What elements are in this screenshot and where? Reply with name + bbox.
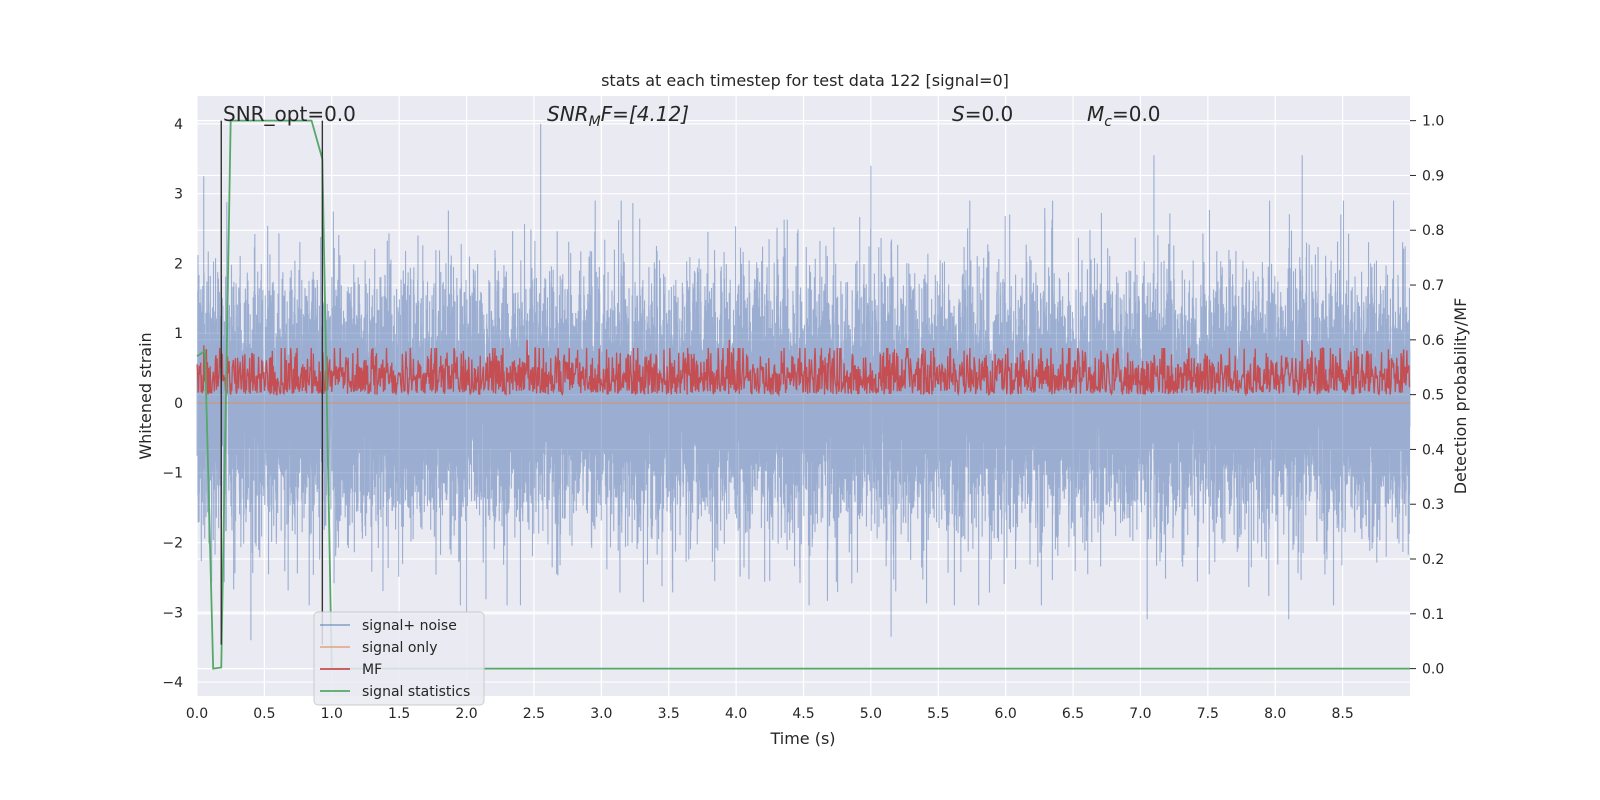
mc-sub: c [1104,114,1112,130]
y-right-tick-label: 0.0 [1422,662,1444,678]
y-left-tick-label: −3 [162,605,183,621]
legend-label-signal-statistics: signal statistics [362,684,470,700]
s-base: S [952,102,965,126]
vertical-markers [220,120,324,645]
legend-label-signal-noise: signal+ noise [362,618,457,634]
x-tick-label: 3.5 [658,706,680,722]
chart-title: stats at each timestep for test data 122… [601,71,1009,90]
x-tick-label: 7.5 [1197,706,1219,722]
mc-annotation: Mc=0.0 [1087,102,1161,130]
x-tick-label: 0.0 [186,706,208,722]
y-left-tick-label: 3 [174,187,183,203]
x-tick-label: 4.5 [792,706,814,722]
x-tick-label: 5.5 [927,706,949,722]
x-tick-label: 3.0 [590,706,612,722]
y-right-tick-label: 0.1 [1422,607,1444,623]
legend: signal+ noise signal only MF signal stat… [313,611,485,706]
snr-mf-rest: F=[4.12] [601,102,689,126]
y-right-tick-label: 0.8 [1422,223,1444,239]
y-right-tick-label: 0.3 [1422,497,1444,513]
y-left-axis-label: Whitened strain [136,332,155,459]
s-rest: =0.0 [965,102,1014,126]
series-mf-line [196,339,1411,397]
snr-opt-annotation: SNR_opt=0.0 [223,102,356,126]
s-annotation: S=0.0 [952,102,1013,126]
x-tick-label: 2.5 [523,706,545,722]
x-tick-label: 8.0 [1264,706,1286,722]
y-left-tick-label: −1 [162,466,183,482]
mc-rest: =0.0 [1112,102,1161,126]
y-left-tick-label: 4 [174,117,183,133]
series-signal-noise-line [196,123,1411,641]
y-left-tick-label: 0 [174,396,183,412]
x-tick-label: 8.5 [1331,706,1353,722]
x-axis-label: Time (s) [769,729,835,748]
x-tick-label: 2.0 [455,706,477,722]
snr-mf-base: SNR [547,102,589,126]
legend-label-mf: MF [362,662,382,678]
snr-mf-sub: M [589,114,601,130]
x-tick-label: 1.5 [388,706,410,722]
x-axis-ticks: 0.0 0.5 1.0 1.5 2.0 2.5 3.0 3.5 4.0 4.5 5.0 5.5 6.0 6… [186,706,1354,722]
snr-mf-annotation: SNRMF=[4.12] [547,102,689,130]
y-left-axis-ticks: 4 3 2 1 0 −1 −2 −3 −4 [162,117,183,691]
y-left-tick-label: 1 [174,326,183,342]
legend-label-signal-only: signal only [362,640,437,656]
x-tick-label: 5.0 [860,706,882,722]
y-left-tick-label: −4 [162,675,183,691]
x-tick-label: 6.0 [995,706,1017,722]
y-left-tick-label: −2 [162,536,183,552]
y-right-tick-label: 0.5 [1422,388,1444,404]
y-right-axis-ticks: 1.0 0.9 0.8 0.7 0.6 0.5 0.4 0.3 0.2 0.1 0.0 [1410,114,1444,678]
y-right-tick-label: 0.6 [1422,333,1444,349]
y-right-tick-label: 0.7 [1422,278,1444,294]
mc-base: M [1087,102,1104,126]
y-right-tick-label: 0.2 [1422,552,1444,568]
x-tick-label: 7.0 [1129,706,1151,722]
x-tick-label: 6.5 [1062,706,1084,722]
legend-box [313,611,485,706]
y-right-tick-label: 0.9 [1422,168,1444,184]
y-right-tick-label: 0.4 [1422,442,1444,458]
x-tick-label: 1.0 [321,706,343,722]
y-left-tick-label: 2 [174,256,183,272]
x-tick-label: 0.5 [253,706,275,722]
y-right-tick-label: 1.0 [1422,114,1444,130]
x-tick-label: 4.0 [725,706,747,722]
y-right-axis-label: Detection probability/MF [1451,298,1470,495]
